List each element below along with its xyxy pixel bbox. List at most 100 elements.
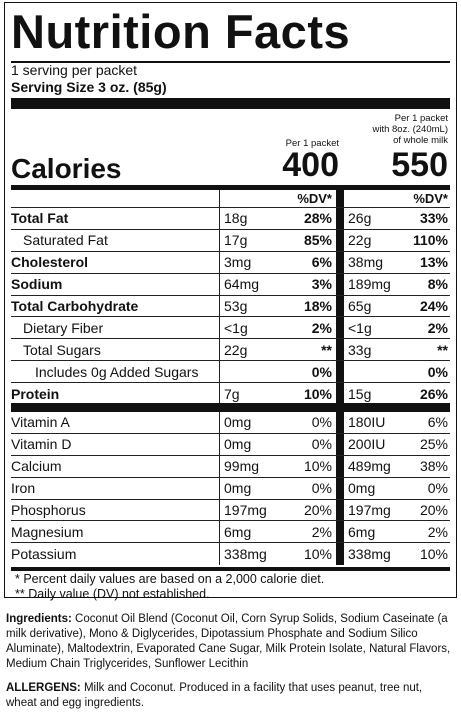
nutrient-name: Protein (11, 386, 60, 403)
dv-2: 110% (412, 232, 448, 249)
amount-2: 6mg (348, 523, 376, 540)
ingredients-label: Ingredients: (6, 613, 72, 625)
footnote-1: * Percent daily values are based on a 2,… (15, 572, 325, 586)
dv-2: 33% (419, 210, 448, 227)
footnote-divider (11, 567, 450, 571)
dv-2: 2% (427, 523, 448, 540)
nutrient-row: Sodium 64mg 3% 189mg 8% (11, 273, 450, 296)
nutrient-name: Iron (11, 480, 36, 497)
col2-header: Per 1 packet with 8oz. (240mL) of whole … (372, 113, 448, 146)
col2-header-line2: with 8oz. (240mL) (372, 124, 448, 135)
dv-1: 0% (311, 363, 332, 380)
vitamin-row: Calcium 99mg 10% 489mg 38% (11, 455, 450, 478)
dv-header-row: %DV* %DV* (11, 190, 450, 208)
allergens: ALLERGENS: Milk and Coconut. Produced in… (6, 681, 454, 711)
calories-divider (11, 185, 450, 190)
col2-header-line3: of whole milk (393, 135, 448, 146)
nutrient-row: Includes 0g Added Sugars 0% 0% (11, 361, 450, 384)
column-separator (336, 477, 344, 499)
dv-1: 2% (311, 319, 332, 336)
amount-2: 0mg (348, 480, 376, 497)
label-title: Nutrition Facts (11, 5, 351, 58)
dv-1: 0% (311, 414, 332, 431)
dv-2: 10% (419, 546, 448, 563)
amount-2: 189mg (348, 276, 391, 293)
nutrient-row: Saturated Fat 17g 85% 22g 110% (11, 229, 450, 252)
dv-2: 8% (427, 276, 448, 293)
amount-2: 22g (348, 232, 372, 249)
calories-value-2: 550 (391, 146, 448, 184)
nutrition-label: Nutrition Facts 1 serving per packet Ser… (4, 2, 457, 601)
column-separator (336, 543, 344, 566)
amount-2: 33g (348, 341, 372, 358)
dv-2: 0% (427, 363, 448, 380)
nutrient-name: Magnesium (11, 523, 84, 540)
allergens-label: ALLERGENS: (6, 682, 81, 694)
nutrient-name: Potassium (11, 546, 77, 563)
amount-1: 0mg (219, 433, 268, 455)
dv-header-2: %DV* (413, 191, 448, 206)
column-separator (336, 273, 344, 295)
footnote-2: ** Daily value (DV) not established. (15, 587, 210, 601)
column-separator (336, 251, 344, 273)
amount-1: 0mg (219, 412, 268, 433)
protein-divider (11, 403, 450, 412)
serving-divider (11, 98, 450, 109)
nutrient-row: Protein 7g 10% 15g 26% (11, 383, 450, 406)
amount-1: 3mg (219, 251, 268, 273)
serving-size: Serving Size 3 oz. (85g) (11, 79, 167, 95)
dv-2: 2% (427, 319, 448, 336)
vitamin-table: Vitamin A 0mg 0% 180IU 6% Vitamin D 0mg 0% 200IU… (11, 412, 450, 566)
vitamin-row: Magnesium 6mg 2% 6mg 2% (11, 521, 450, 544)
vitamin-row: Vitamin A 0mg 0% 180IU 6% (11, 412, 450, 434)
dv-1: 20% (303, 502, 332, 518)
column-separator (336, 433, 344, 455)
column-separator (336, 339, 344, 361)
nutrient-name: Total Fat (11, 210, 69, 227)
nutrient-row: Cholesterol 3mg 6% 38mg 13% (11, 251, 450, 274)
column-separator (336, 361, 344, 383)
amount-1: 99mg (219, 455, 268, 477)
amount-1: <1g (219, 317, 268, 339)
dv-2: 24% (419, 298, 448, 314)
calories-label: Calories (11, 153, 122, 184)
amount-2: 15g (348, 386, 372, 403)
amount-1 (219, 361, 268, 383)
column-separator (336, 521, 344, 543)
nutrient-name: Calcium (11, 458, 62, 475)
dv-1: 0% (311, 480, 332, 497)
dv-2: 13% (419, 254, 448, 271)
dv-1: 10% (303, 386, 332, 403)
amount-1: 197mg (219, 499, 268, 521)
nutrient-row: Dietary Fiber <1g 2% <1g 2% (11, 317, 450, 340)
amount-1: 7g (219, 383, 268, 406)
column-separator (336, 412, 344, 433)
column-separator (336, 383, 344, 406)
dv-1: 10% (303, 546, 332, 563)
dv-2: ** (437, 341, 448, 358)
dv-2: 6% (427, 414, 448, 431)
title-divider (11, 61, 450, 63)
amount-2: 26g (348, 210, 372, 227)
nutrient-row: Total Fat 18g 28% 26g 33% (11, 208, 450, 230)
dv-2: 26% (419, 386, 448, 403)
amount-1: 17g (219, 229, 268, 251)
column-separator (336, 499, 344, 521)
amount-2: 489mg (348, 458, 391, 475)
calories-value-1: 400 (282, 146, 339, 184)
amount-2: 200IU (348, 436, 386, 453)
nutrient-name: Vitamin D (11, 436, 72, 453)
nutrient-name: Total Sugars (23, 341, 101, 358)
dv-1: 28% (303, 210, 332, 227)
ingredients-text: Coconut Oil Blend (Coconut Oil, Corn Syr… (6, 613, 451, 670)
amount-1: 64mg (219, 273, 268, 295)
column-separator (336, 295, 344, 317)
nutrient-name: Dietary Fiber (23, 319, 104, 336)
nutrient-name: Sodium (11, 276, 63, 293)
col2-header-line1: Per 1 packet (394, 113, 448, 124)
nutrient-row: Total Sugars 22g ** 33g ** (11, 339, 450, 362)
vitamin-row: Potassium 338mg 10% 338mg 10% (11, 543, 450, 566)
column-separator (336, 208, 344, 229)
amount-1: 18g (219, 208, 268, 229)
dv-1: 6% (311, 254, 332, 271)
